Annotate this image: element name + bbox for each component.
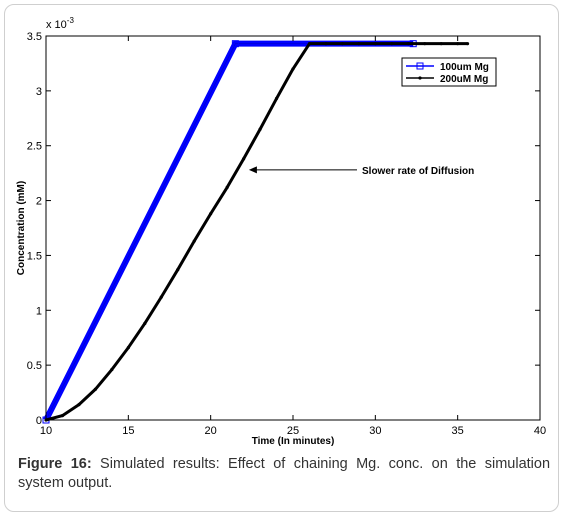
series-point-200um	[60, 414, 65, 418]
series-point-200um	[209, 212, 213, 216]
ticks-layer: 10 15 20 25 30 35 40 0 0.5 1 1.5 2 2.5 3 3.5	[27, 31, 546, 437]
series-point-200um	[456, 42, 460, 46]
annotation-arrow-head	[248, 166, 257, 174]
legend-marker-square	[416, 62, 424, 70]
series-layer	[42, 40, 470, 424]
series-point-200um	[439, 42, 443, 46]
x-tick-label: 35	[452, 425, 464, 437]
series-point-200um	[373, 42, 377, 46]
series-point-200um	[423, 42, 427, 46]
series-point-200um	[176, 268, 180, 272]
series-point-200um	[143, 321, 147, 326]
series-point-200um	[406, 42, 410, 46]
series-point-200um	[93, 387, 97, 391]
legend-marker-dot	[418, 76, 422, 80]
y-axis-label: Concentration (mM)	[16, 181, 27, 275]
series-point-200um	[274, 96, 279, 101]
y-tick-label: 3	[36, 86, 42, 98]
x-tick-label: 15	[122, 425, 134, 437]
x-tick-label: 30	[369, 425, 381, 437]
series-point-200um	[159, 295, 163, 299]
series-point-200um	[340, 42, 344, 46]
caption-label: Figure 16:	[18, 456, 92, 472]
y-tick-label: 1	[36, 305, 42, 317]
figure-caption: Figure 16: Simulated results: Effect of …	[18, 455, 550, 493]
series-point-200um	[77, 403, 81, 407]
y-tick-label: 2.5	[27, 141, 42, 153]
y-tick-label: 2	[36, 196, 42, 208]
series-point-100um	[231, 40, 239, 48]
y-tick-label: 1.5	[27, 250, 42, 262]
x-tick-label: 25	[287, 425, 299, 437]
series-point-200um	[307, 42, 312, 46]
series-point-200um	[242, 157, 246, 161]
x-tick-label: 10	[40, 425, 52, 437]
y-tick-label: 0.5	[27, 360, 42, 372]
series-point-200um	[465, 42, 470, 46]
series-point-200um	[357, 42, 361, 46]
plot-area	[46, 36, 540, 420]
series-point-200um	[258, 127, 262, 131]
series-point-200um	[390, 42, 394, 46]
x-axis-label: Time (In minutes)	[252, 436, 335, 447]
y-tick-label: 0	[36, 415, 42, 427]
series-point-200um	[291, 67, 295, 71]
y-scale-factor: x 10-3	[46, 16, 74, 31]
series-point-200um	[324, 42, 328, 46]
series-point-200um	[110, 367, 114, 372]
x-tick-label: 40	[534, 425, 546, 437]
annotation: Slower rate of Diffusion	[248, 166, 474, 177]
legend-label-100um: 100um Mg	[440, 62, 489, 73]
legend: 100um Mg 200uM Mg	[401, 57, 497, 87]
x-tick-label: 20	[205, 425, 217, 437]
caption-text: Simulated results: Effect of chaining Mg…	[18, 456, 551, 491]
series-point-200um	[126, 345, 130, 350]
legend-label-200um: 200uM Mg	[440, 74, 488, 85]
series-point-200um	[225, 185, 229, 190]
y-tick-label: 3.5	[27, 31, 42, 43]
series-point-200um	[192, 239, 196, 243]
annotation-text: Slower rate of Diffusion	[362, 166, 474, 177]
y-scale-exponent: -3	[67, 16, 75, 25]
y-scale-base: x 10	[46, 19, 67, 31]
